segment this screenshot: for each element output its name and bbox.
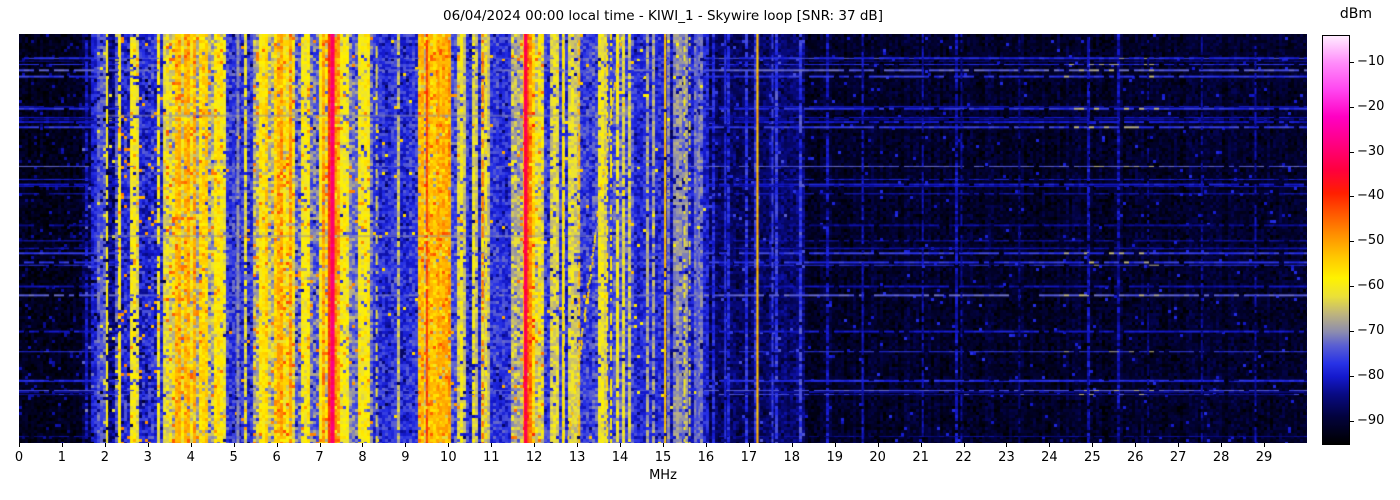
x-tick-label: 8 — [358, 450, 367, 465]
x-tick-label: 9 — [401, 450, 410, 465]
colorbar-tick-label: −90 — [1357, 412, 1385, 428]
x-tick-label: 3 — [143, 450, 152, 465]
x-tick-label: 20 — [869, 450, 886, 465]
colorbar-tick-label: −50 — [1357, 233, 1385, 249]
x-tick-mark — [1264, 443, 1266, 447]
x-tick-label: 6 — [272, 450, 281, 465]
x-tick-mark — [448, 443, 450, 447]
x-tick-mark — [319, 443, 321, 447]
x-tick-label: 19 — [826, 450, 843, 465]
spectrogram-canvas — [19, 34, 1307, 443]
x-tick-mark — [362, 443, 364, 447]
colorbar-tick-mark — [1350, 241, 1354, 243]
colorbar-tick-label: −80 — [1357, 367, 1385, 383]
x-tick-mark — [147, 443, 149, 447]
x-tick-label: 1 — [57, 450, 67, 465]
colorbar-tick-label: −60 — [1357, 278, 1385, 294]
x-tick-mark — [491, 443, 493, 447]
plot-title: 06/04/2024 00:00 local time - KIWI_1 - S… — [443, 8, 883, 24]
x-tick-mark — [1092, 443, 1094, 447]
colorbar-tick-mark — [1350, 61, 1354, 63]
x-tick-mark — [705, 443, 707, 447]
x-tick-label: 15 — [654, 450, 672, 465]
x-tick-mark — [877, 443, 879, 447]
colorbar-tick-mark — [1350, 196, 1354, 198]
x-tick-label: 7 — [315, 450, 324, 465]
colorbar-tick-mark — [1350, 375, 1354, 377]
x-tick-label: 2 — [100, 450, 109, 465]
x-tick-mark — [1178, 443, 1180, 447]
x-tick-mark — [791, 443, 793, 447]
x-tick-mark — [19, 443, 20, 447]
x-tick-label: 4 — [186, 450, 195, 465]
x-axis-label: MHz — [649, 468, 677, 483]
x-tick-label: 12 — [525, 450, 543, 465]
x-tick-label: 13 — [568, 450, 586, 465]
x-tick-label: 17 — [740, 450, 758, 465]
colorbar-tick-mark — [1350, 420, 1354, 422]
x-tick-mark — [920, 443, 922, 447]
x-tick-label: 11 — [482, 450, 500, 465]
x-tick-label: 23 — [998, 450, 1015, 465]
colorbar-tick-label: −30 — [1357, 143, 1385, 159]
x-tick-label: 28 — [1212, 450, 1230, 465]
x-tick-mark — [748, 443, 750, 447]
x-tick-mark — [233, 443, 235, 447]
x-tick-label: 22 — [955, 450, 972, 465]
x-tick-mark — [1006, 443, 1008, 447]
x-tick-mark — [663, 443, 664, 447]
x-tick-mark — [104, 443, 106, 447]
colorbar-tick-label: −10 — [1357, 54, 1385, 70]
x-tick-label: 24 — [1041, 450, 1058, 465]
x-tick-label: 27 — [1169, 450, 1187, 465]
colorbar-tick-label: −20 — [1357, 98, 1385, 114]
colorbar-tick-label: −70 — [1357, 323, 1385, 339]
x-tick-label: 5 — [229, 450, 238, 465]
x-tick-mark — [1135, 443, 1137, 447]
x-tick-mark — [405, 443, 407, 447]
colorbar-tick-mark — [1350, 330, 1354, 332]
x-tick-mark — [1221, 443, 1223, 447]
x-tick-label: 16 — [697, 450, 715, 465]
x-tick-mark — [61, 443, 63, 447]
x-tick-mark — [834, 443, 836, 447]
x-tick-mark — [1049, 443, 1051, 447]
x-tick-label: 26 — [1126, 450, 1144, 465]
colorbar-gradient — [1322, 35, 1350, 445]
colorbar-tick-label: −40 — [1357, 188, 1385, 204]
colorbar-tick-mark — [1350, 286, 1354, 288]
x-tick-mark — [276, 443, 278, 447]
x-tick-label: 14 — [611, 450, 629, 465]
x-tick-label: 25 — [1084, 450, 1101, 465]
colorbar-tick-mark — [1350, 106, 1354, 108]
x-tick-mark — [963, 443, 965, 447]
x-tick-mark — [190, 443, 192, 447]
colorbar-tick-mark — [1350, 151, 1354, 153]
x-tick-label: 10 — [440, 450, 457, 465]
x-tick-mark — [620, 443, 622, 447]
x-tick-label: 21 — [912, 450, 929, 465]
x-tick-label: 29 — [1255, 450, 1273, 465]
x-tick-mark — [534, 443, 536, 447]
x-tick-label: 18 — [783, 450, 801, 465]
colorbar-label: dBm — [1339, 6, 1373, 22]
x-tick-label: 0 — [14, 450, 24, 465]
x-tick-mark — [577, 443, 579, 447]
